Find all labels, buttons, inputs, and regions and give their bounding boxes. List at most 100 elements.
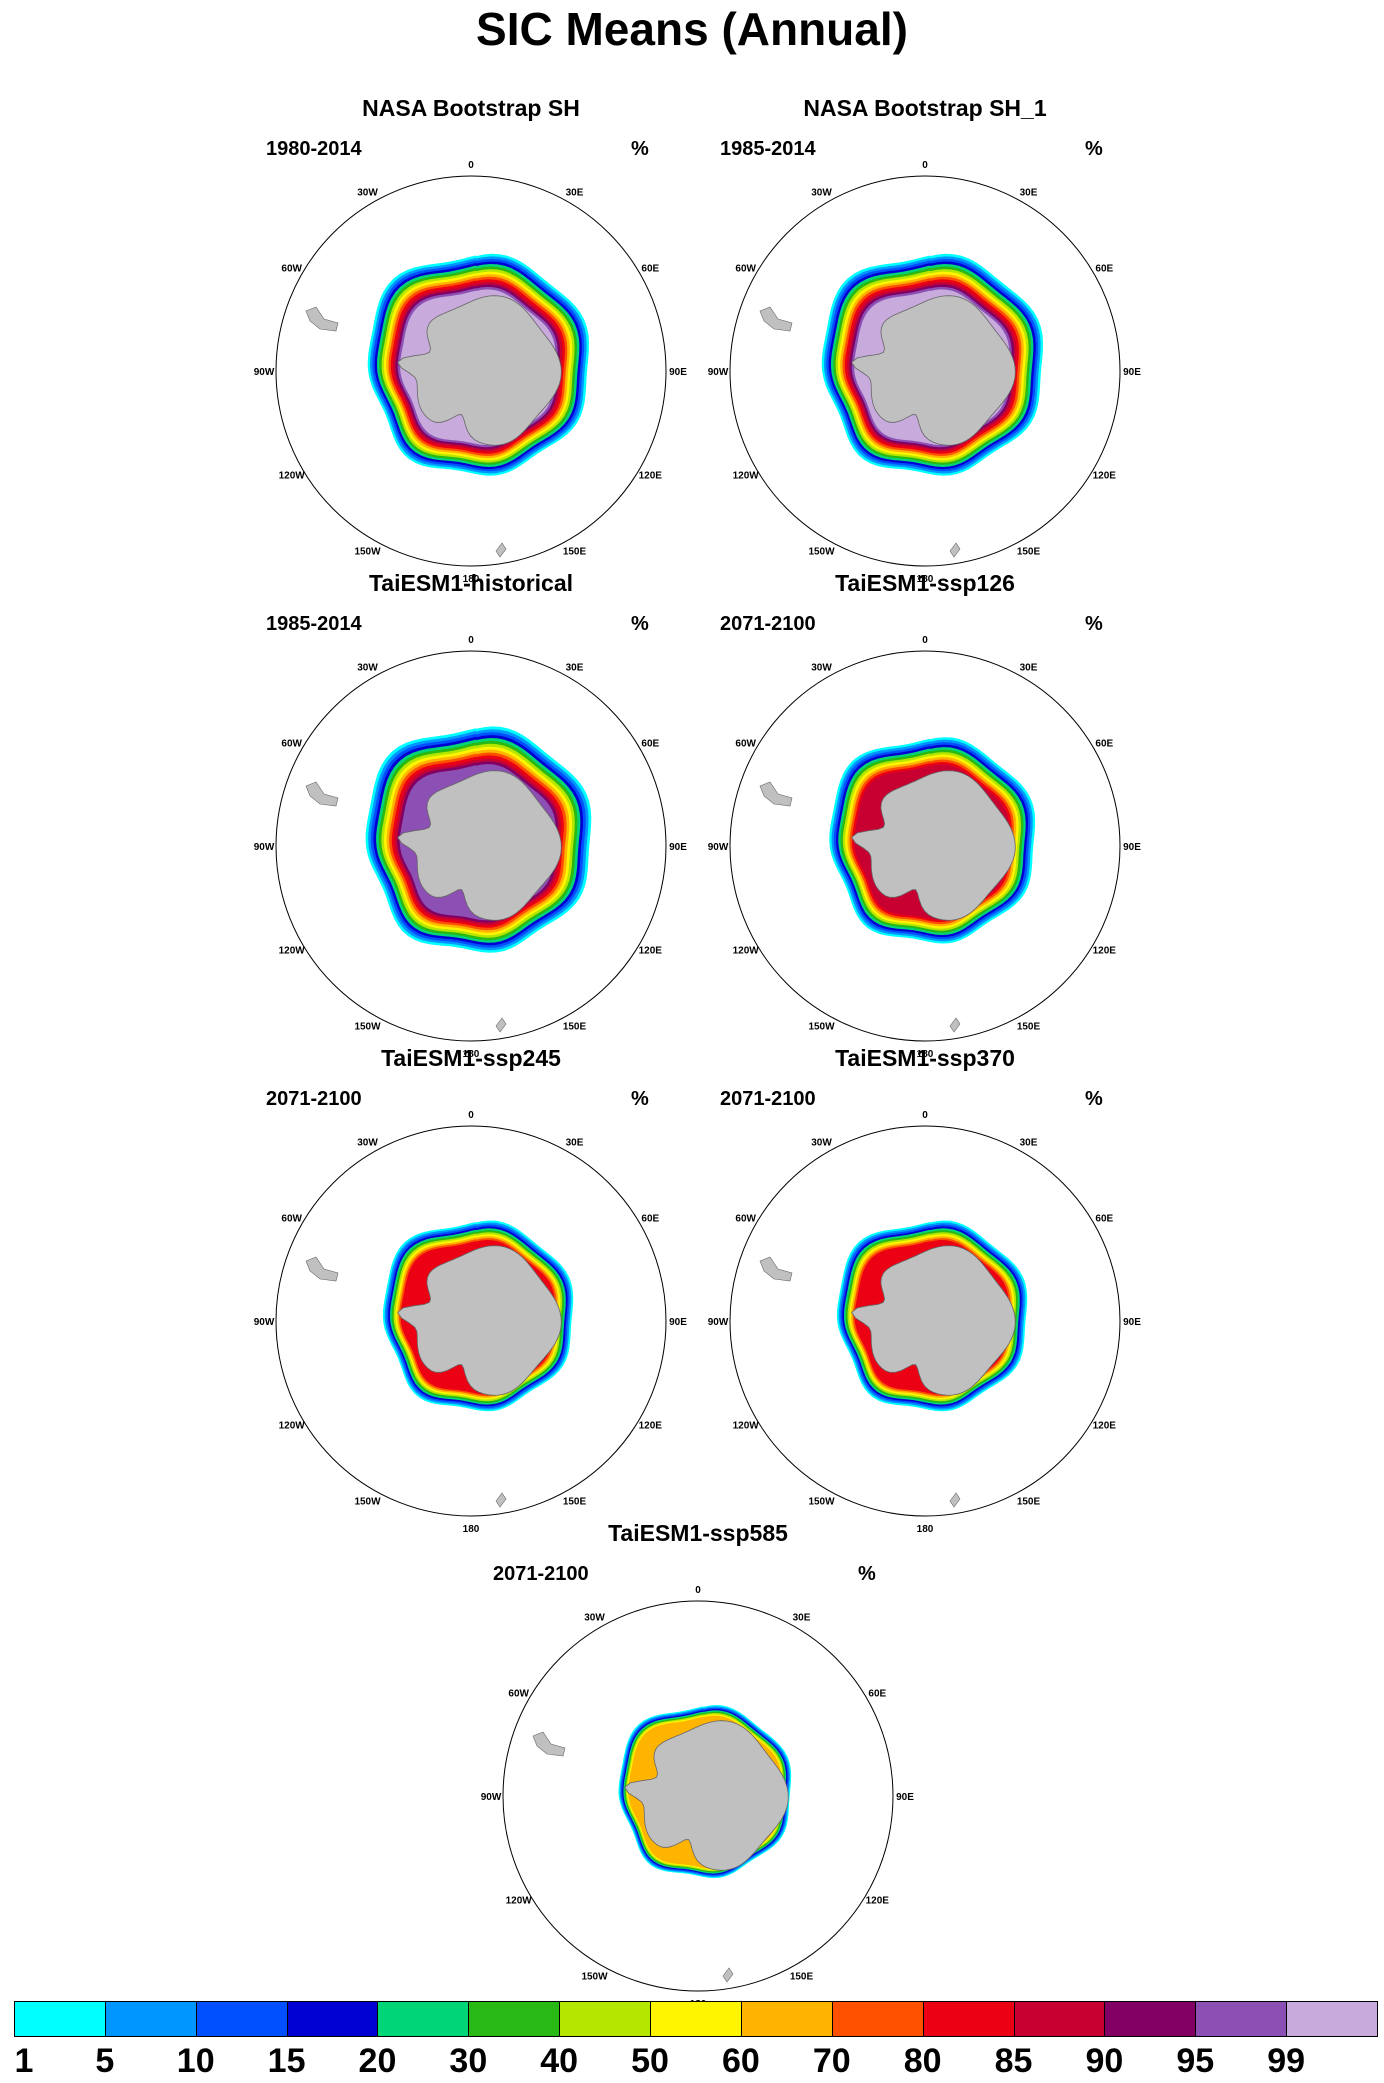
antarctica-landmass — [851, 770, 1016, 921]
map-panel: TaiESM1-ssp126 2071-2100% 0 30E 60E 90E 120E 15… — [690, 570, 1160, 1060]
longitude-label: 120W — [279, 471, 306, 482]
polar-map: 0 30E 60E 90E 120E 150E 180 150W 120W 90W 60W 30W — [708, 635, 1142, 1060]
longitude-label: 120E — [639, 471, 663, 482]
polar-map: 0 30E 60E 90E 120E 150E 180 150W 120W 90W 60W 30W — [254, 160, 688, 585]
longitude-label: 0 — [468, 160, 474, 171]
new-zealand-landmass — [949, 1492, 961, 1508]
longitude-label: 30W — [357, 1138, 378, 1149]
longitude-label: 120W — [733, 946, 760, 957]
colorbar-level-label: 80 — [903, 2042, 942, 2080]
colorbar-swatch — [377, 2001, 470, 2037]
colorbar-level-label: 5 — [95, 2042, 115, 2080]
longitude-label: 0 — [468, 635, 474, 646]
south-america-landmass — [305, 1256, 339, 1282]
longitude-label: 90W — [708, 1317, 729, 1328]
panel-period: 1985-2014 — [266, 613, 362, 635]
map-panel: TaiESM1-historical 1985-2014% 0 30E 60E 90E 12… — [236, 570, 706, 1060]
map-boundary — [729, 175, 1121, 567]
longitude-label: 150W — [354, 1021, 381, 1032]
panel-title: NASA Bootstrap SH_1 — [803, 95, 1047, 121]
colorbar — [14, 2001, 1378, 2037]
longitude-label: 150E — [1017, 546, 1041, 557]
colorbar-swatch — [468, 2001, 561, 2037]
new-zealand-landmass — [495, 542, 507, 558]
longitude-label: 30E — [566, 188, 584, 199]
longitude-label: 90E — [669, 842, 687, 853]
figure-title: SIC Means (Annual) — [476, 3, 908, 55]
longitude-label: 90W — [708, 842, 729, 853]
south-america-landmass — [759, 306, 793, 332]
colorbar-swatch — [286, 2001, 379, 2037]
longitude-label: 120E — [866, 1896, 890, 1907]
antarctica-landmass — [397, 295, 562, 446]
longitude-label: 90E — [669, 367, 687, 378]
new-zealand-landmass — [495, 1017, 507, 1033]
colorbar-swatch — [104, 2001, 197, 2037]
antarctica-landmass — [624, 1720, 789, 1871]
longitude-label: 90W — [481, 1792, 502, 1803]
colorbar-level-label: 15 — [267, 2042, 306, 2080]
antarctica-landmass — [397, 770, 562, 921]
longitude-label: 0 — [695, 1585, 701, 1596]
panel-title: TaiESM1-ssp245 — [381, 1045, 561, 1071]
panel-period: 1985-2014 — [720, 138, 816, 160]
longitude-label: 0 — [922, 160, 928, 171]
south-america-landmass — [532, 1731, 566, 1757]
panel-units: % — [1085, 138, 1103, 160]
panel-units: % — [1085, 1088, 1103, 1110]
longitude-label: 120W — [733, 1421, 760, 1432]
longitude-label: 150E — [790, 1971, 814, 1982]
colorbar-swatch — [559, 2001, 652, 2037]
panel-period: 1980-2014 — [266, 138, 362, 160]
new-zealand-landmass — [949, 1017, 961, 1033]
longitude-label: 0 — [922, 635, 928, 646]
south-america-landmass — [759, 1256, 793, 1282]
polar-map: 0 30E 60E 90E 120E 150E 180 150W 120W 90W 60W 30W — [708, 160, 1142, 585]
longitude-label: 60W — [281, 739, 302, 750]
map-boundary — [275, 650, 667, 1042]
colorbar-swatch — [1286, 2001, 1378, 2037]
longitude-label: 30W — [811, 663, 832, 674]
longitude-label: 60E — [641, 264, 659, 275]
longitude-label: 30E — [793, 1613, 811, 1624]
south-america-landmass — [305, 781, 339, 807]
colorbar-swatch — [831, 2001, 924, 2037]
longitude-label: 150W — [808, 546, 835, 557]
longitude-label: 150E — [563, 1496, 587, 1507]
new-zealand-landmass — [495, 1492, 507, 1508]
longitude-label: 60W — [508, 1689, 529, 1700]
longitude-label: 0 — [468, 1110, 474, 1121]
longitude-label: 30E — [566, 663, 584, 674]
colorbar-swatch — [195, 2001, 288, 2037]
longitude-label: 150E — [1017, 1021, 1041, 1032]
polar-map: 0 30E 60E 90E 120E 150E 180 150W 120W 90W 60W 30W — [708, 1110, 1142, 1535]
longitude-label: 30E — [1020, 1138, 1038, 1149]
longitude-label: 90E — [1123, 1317, 1141, 1328]
colorbar-level-label: 90 — [1085, 2042, 1124, 2080]
panel-units: % — [631, 138, 649, 160]
longitude-label: 180 — [463, 1049, 480, 1060]
longitude-label: 120E — [639, 946, 663, 957]
colorbar-level-label: 1 — [14, 2042, 34, 2080]
colorbar-level-label: 50 — [631, 2042, 669, 2080]
colorbar-level-label: 40 — [540, 2042, 579, 2080]
antarctica-landmass — [851, 295, 1016, 446]
longitude-label: 30E — [1020, 663, 1038, 674]
longitude-label: 30W — [357, 188, 378, 199]
longitude-label: 120E — [639, 1421, 663, 1432]
longitude-label: 150W — [581, 1971, 608, 1982]
longitude-label: 30W — [811, 1138, 832, 1149]
panel-period: 2071-2100 — [266, 1088, 362, 1110]
longitude-label: 30W — [811, 188, 832, 199]
longitude-label: 60W — [735, 1214, 756, 1225]
longitude-label: 90W — [708, 367, 729, 378]
longitude-label: 150E — [563, 546, 587, 557]
panel-units: % — [858, 1563, 876, 1585]
south-america-landmass — [759, 781, 793, 807]
colorbar-level-label: 85 — [994, 2042, 1033, 2080]
map-panel: NASA Bootstrap SH_1 1985-2014% 0 30E 60E 90E 1… — [690, 95, 1160, 585]
colorbar-level-label: 60 — [722, 2042, 760, 2080]
longitude-label: 90W — [254, 367, 275, 378]
longitude-label: 30E — [566, 1138, 584, 1149]
map-boundary — [275, 175, 667, 567]
